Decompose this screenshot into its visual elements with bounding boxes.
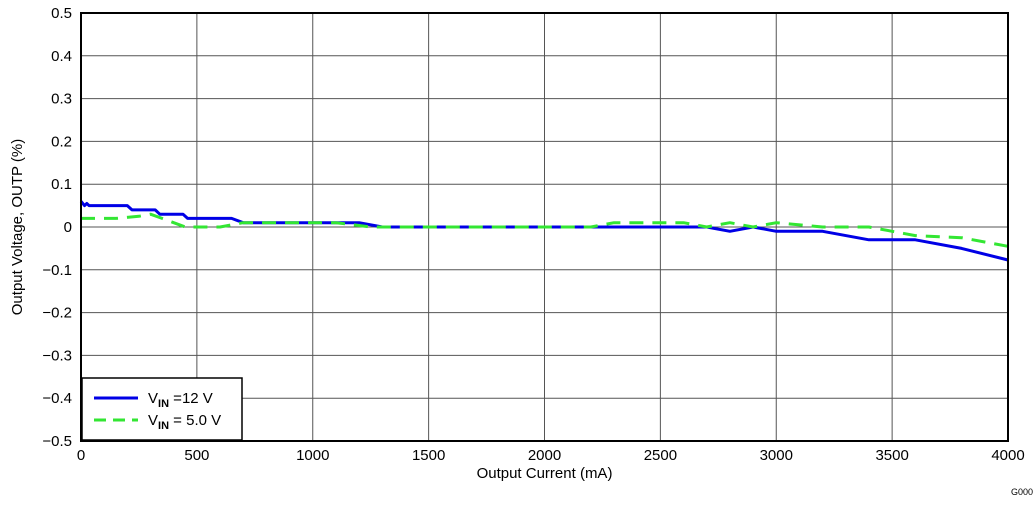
legend-label: VIN =12 V [148,390,213,410]
y-tick-label: −0.2 [42,305,72,322]
x-tick-label: 4000 [991,447,1024,464]
y-tick-label: 0.3 [51,91,72,108]
y-tick-label: 0.4 [51,48,72,65]
series-line-1 [79,200,1009,262]
series-line-2 [81,212,1009,248]
y-tick-label: 0.1 [51,176,72,193]
series-layer [79,200,1009,262]
plot-frame [80,12,1009,442]
y-tick-label: −0.1 [42,262,72,279]
x-axis-label: Output Current (mA) [477,465,613,482]
y-tick-label: 0 [64,219,72,236]
legend-label: VIN = 5.0 V [148,412,221,432]
y-tick-label: −0.4 [42,390,72,407]
y-tick-label: −0.5 [42,433,72,450]
y-axis-label: Output Voltage, OUTP (%) [9,139,26,315]
x-tick-label: 500 [184,447,209,464]
corner-code: G000 [1011,487,1033,497]
y-tick-label: −0.3 [42,347,72,364]
grid-lines [80,12,1009,442]
x-tick-label: 1500 [412,447,445,464]
x-tick-label: 2000 [528,447,561,464]
legend-box [81,377,243,441]
x-tick-label: 3500 [875,447,908,464]
x-tick-label: 3000 [760,447,793,464]
x-tick-labels: 0 500 1000 1500 2000 2500 3000 3500 4000 [77,447,1025,464]
y-tick-labels: 0.5 0.4 0.3 0.2 0.1 0 −0.1 −0.2 −0.3 −0.4 −0.5 [42,5,72,450]
y-tick-label: 0.2 [51,133,72,150]
x-tick-label: 0 [77,447,85,464]
y-tick-label: 0.5 [51,5,72,22]
x-tick-label: 1000 [296,447,329,464]
x-tick-label: 2500 [644,447,677,464]
